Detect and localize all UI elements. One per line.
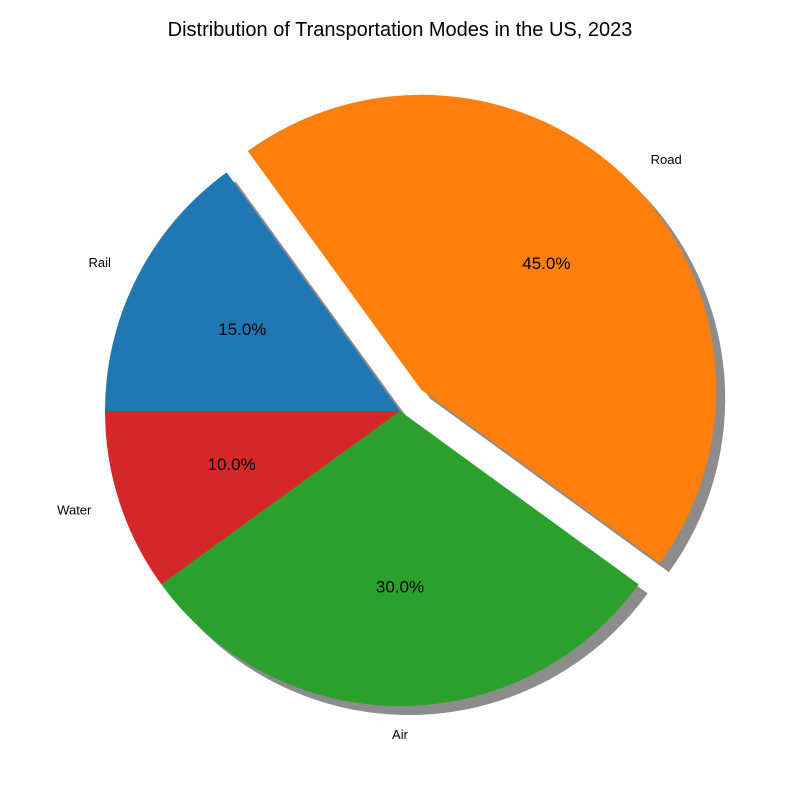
pct-label-road: 45.0%	[522, 254, 570, 273]
pie-slice-rail	[105, 172, 400, 411]
slice-label-water: Water	[57, 503, 92, 518]
slice-layer	[105, 94, 717, 707]
pct-label-air: 30.0%	[376, 577, 424, 596]
slice-label-road: Road	[651, 152, 682, 167]
pie-slice-road	[247, 94, 717, 564]
pie-slice-water	[105, 411, 400, 585]
slice-label-air: Air	[392, 727, 409, 742]
pie-slice-air	[161, 411, 639, 707]
chart-title: Distribution of Transportation Modes in …	[168, 19, 633, 41]
slice-label-rail: Rail	[88, 255, 111, 270]
label-layer: Road 45.0% Rail 15.0% Water 10.0% Air 30.0%	[57, 152, 682, 742]
pct-label-water: 10.0%	[208, 455, 256, 474]
pct-label-rail: 15.0%	[218, 320, 266, 339]
